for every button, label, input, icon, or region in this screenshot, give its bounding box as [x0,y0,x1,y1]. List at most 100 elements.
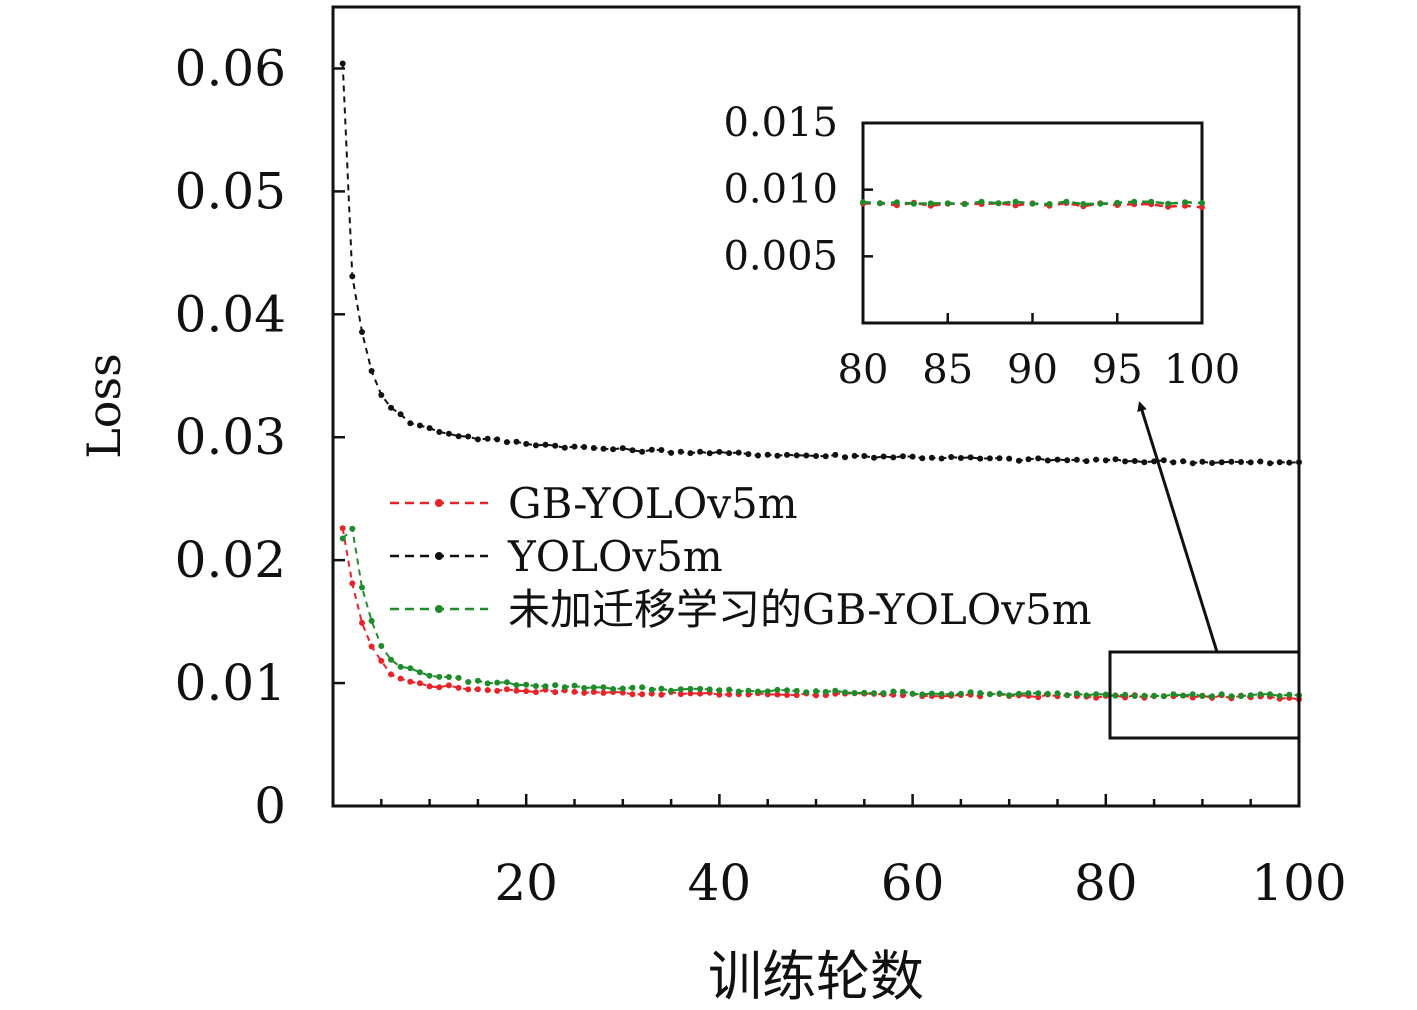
series-point [1238,693,1244,700]
x-tick-label: 20 [494,854,558,912]
inset-series-point [927,200,934,207]
series-point [977,455,984,462]
series-point [1180,458,1187,465]
series-point [793,687,800,694]
inset-series-point [1165,200,1172,207]
series-point [619,689,626,696]
inset-plot: 80 85 90 95 100 0.005 0.010 0.015 [723,100,1240,393]
series-point [1218,691,1225,698]
series-point [861,689,868,696]
series-point [1054,456,1061,463]
inset-series-point [1012,198,1019,205]
series-point [648,446,655,453]
inset-series-point [877,200,883,207]
inset-series-point [910,200,917,207]
series-point [1170,459,1177,466]
series-point [552,442,559,449]
series-point [426,683,433,690]
series-point [494,679,501,686]
inset-x-tick-label: 100 [1164,347,1240,393]
series-point [1093,691,1100,698]
inset-x-tick-label: 85 [922,347,973,393]
series-point [513,682,520,689]
series-point [359,584,365,591]
series-point [938,455,945,462]
series-point [629,447,636,454]
series-point [388,671,394,678]
series-point [484,435,491,442]
series-point [571,443,578,450]
series-point [639,691,646,698]
inset-series-point [944,200,951,207]
inset-series-point [1029,200,1036,207]
series-line [341,526,1300,698]
series-point [726,450,733,457]
series-point [677,448,684,455]
inset-series-point [893,199,900,206]
series-point [552,682,559,689]
series-point [349,273,356,280]
y-tick-label: 0.02 [175,531,286,589]
series-point [957,690,964,697]
inset-x-tick-label: 90 [1007,347,1058,393]
series-point [909,690,916,697]
series-point [1044,457,1051,464]
series-point [590,445,597,451]
series-point [764,451,771,458]
series-point [1073,456,1080,463]
series-point [803,452,810,459]
series-point [1025,690,1032,697]
series-point [368,368,375,374]
series-point [803,689,810,696]
series-point [571,688,578,695]
series-point [561,684,568,691]
series-point [590,689,597,695]
series-point [465,433,472,440]
series-point [938,691,945,697]
series-point [436,429,443,435]
series-point [552,689,559,696]
series-point [871,690,877,697]
series-point [774,686,781,693]
series-point [407,665,414,672]
series-point [600,684,607,691]
inset-series-point [1080,201,1087,207]
series-point [378,392,385,398]
series-point [716,691,723,698]
inset-y-tick-label: 0.010 [723,167,838,213]
series-point [484,680,491,687]
series-point [755,688,761,695]
series-point [503,439,510,446]
series-point [445,430,452,437]
series-point [1025,456,1032,463]
series-point [1267,460,1273,467]
inset-axis-ticks: 80 85 90 95 100 0.005 0.010 0.015 [723,100,1240,393]
x-axis-title: 训练轮数 [708,945,924,1008]
series-point [1228,693,1235,700]
y-tick-label: 0.01 [175,654,286,712]
series-point [1064,457,1071,464]
series-point [590,684,597,691]
legend-label: YOLOv5m [507,532,723,581]
inset-series-point [1148,198,1155,205]
series-point [793,692,800,699]
series-point [842,454,848,461]
series-point [1102,457,1109,464]
series-point [687,450,694,457]
series-point [532,683,539,689]
series-point [716,687,723,694]
series-point [474,677,481,684]
series-point [899,688,906,695]
series-point [909,453,916,460]
series-point [1228,458,1235,465]
series-point [639,448,646,455]
series-point [349,525,356,532]
series-point [832,451,839,458]
series-point [523,681,530,688]
series-point [687,685,694,692]
series-point [928,454,935,461]
series-point [523,440,530,447]
series-point [1257,691,1264,698]
series-point [436,673,443,680]
series-point [919,691,926,698]
